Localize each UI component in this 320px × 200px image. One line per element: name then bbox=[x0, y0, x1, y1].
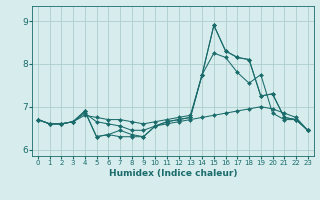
X-axis label: Humidex (Indice chaleur): Humidex (Indice chaleur) bbox=[108, 169, 237, 178]
